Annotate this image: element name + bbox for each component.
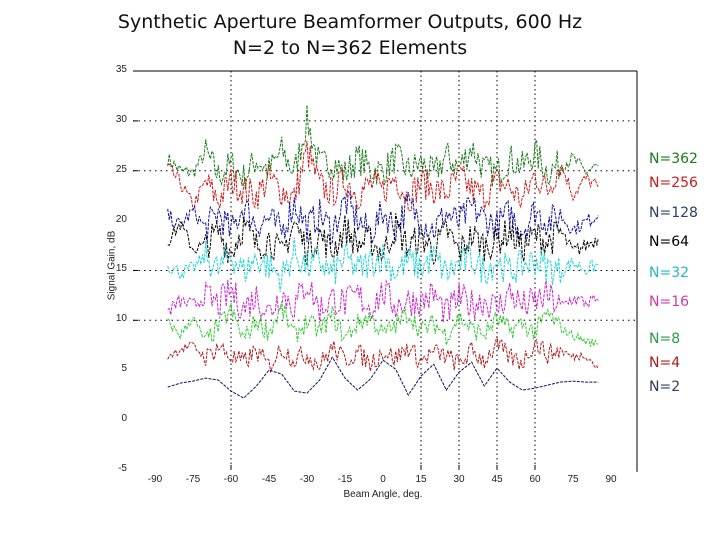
x-tick-label: -15 bbox=[337, 474, 353, 485]
x-tick-label: 30 bbox=[453, 474, 465, 485]
series-line-n-32 bbox=[167, 237, 599, 292]
y-tick-label: 20 bbox=[115, 213, 127, 225]
series-line-n-4 bbox=[167, 335, 599, 373]
series-line-n-128 bbox=[167, 191, 599, 246]
y-tick-label: -5 bbox=[118, 462, 127, 474]
x-tick-label: -75 bbox=[185, 474, 201, 485]
legend-item: N=128 bbox=[649, 205, 698, 221]
series-line-n-2 bbox=[167, 356, 599, 399]
legend-item: N=256 bbox=[649, 175, 698, 191]
y-tick-label: 30 bbox=[115, 113, 127, 125]
legend-item: N=2 bbox=[649, 379, 681, 395]
x-tick-label: -45 bbox=[261, 474, 277, 485]
y-axis-label: Signal Gain, dB bbox=[106, 230, 118, 301]
x-tick-label: 90 bbox=[605, 474, 617, 485]
legend-item: N=362 bbox=[649, 151, 698, 167]
y-tick-label: 5 bbox=[121, 363, 127, 375]
series-line-n-16 bbox=[167, 279, 599, 323]
y-tick-label: 35 bbox=[115, 64, 127, 76]
y-tick-label: 0 bbox=[121, 413, 127, 424]
y-tick-label: 10 bbox=[115, 313, 127, 325]
chart-subtitle: N=2 to N=362 Elements bbox=[232, 37, 468, 59]
x-tick-label: -60 bbox=[223, 474, 239, 485]
legend-item: N=64 bbox=[649, 234, 690, 250]
x-tick-label: 45 bbox=[491, 474, 503, 485]
y-tick-label: 25 bbox=[115, 163, 127, 175]
x-axis-label: Beam Angle, deg. bbox=[343, 489, 423, 500]
y-tick-label: 15 bbox=[115, 263, 127, 275]
x-tick-label: 60 bbox=[529, 474, 541, 485]
x-tick-label: 0 bbox=[380, 474, 386, 485]
chart-title: Synthetic Aperture Beamformer Outputs, 6… bbox=[117, 11, 583, 33]
series-line-n-256 bbox=[167, 141, 599, 212]
legend-item: N=32 bbox=[649, 265, 690, 281]
legend-item: N=8 bbox=[649, 331, 681, 347]
legend-item: N=4 bbox=[649, 355, 681, 371]
series-line-n-64 bbox=[167, 213, 599, 266]
x-tick-label: -30 bbox=[299, 474, 315, 485]
x-tick-label: 15 bbox=[415, 474, 427, 485]
series-line-n-362 bbox=[167, 105, 599, 190]
x-tick-label: 75 bbox=[567, 474, 579, 485]
legend-item: N=16 bbox=[649, 294, 690, 310]
x-tick-label: -90 bbox=[147, 474, 163, 485]
series-line-n-8 bbox=[167, 301, 599, 348]
